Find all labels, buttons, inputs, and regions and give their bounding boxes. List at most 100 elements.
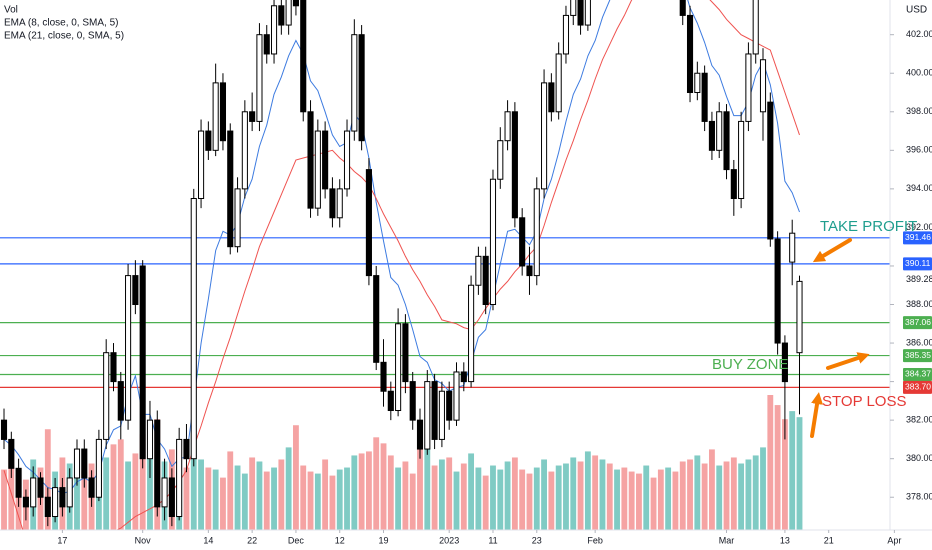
y-tick-label: 382.00 bbox=[906, 415, 932, 425]
y-tick-label: 396.00 bbox=[906, 145, 932, 155]
volume-bar bbox=[621, 467, 628, 530]
y-tick-label: 398.00 bbox=[906, 106, 932, 116]
volume-bar bbox=[745, 459, 752, 530]
candle-body bbox=[387, 390, 394, 412]
candle-body bbox=[234, 188, 241, 248]
x-tick-label: 23 bbox=[532, 535, 542, 545]
legend-entry: EMA (21, close, 0, SMA, 5) bbox=[4, 31, 124, 42]
level-label: 390.11 bbox=[905, 258, 931, 268]
candle-body bbox=[263, 34, 270, 55]
y-tick-label: 386.00 bbox=[906, 337, 932, 347]
volume-bar bbox=[373, 437, 380, 530]
volume-bar bbox=[314, 473, 321, 530]
volume-bar bbox=[584, 451, 591, 530]
candle-body bbox=[373, 275, 380, 363]
volume-bar bbox=[293, 425, 299, 530]
volume-bar bbox=[336, 469, 343, 530]
legend-entry: Vol bbox=[4, 5, 18, 16]
candle-body bbox=[132, 275, 139, 306]
candle-body bbox=[154, 419, 161, 508]
candle-body bbox=[570, 0, 577, 16]
arrow bbox=[826, 352, 870, 370]
candle-body bbox=[716, 111, 723, 151]
level-tag bbox=[903, 367, 932, 381]
volume-bar bbox=[650, 477, 657, 530]
volume-bar bbox=[468, 453, 475, 530]
volume-bar bbox=[395, 467, 402, 530]
candle-body bbox=[752, 0, 759, 55]
volume-bar bbox=[730, 457, 737, 530]
volume-bar bbox=[358, 453, 365, 530]
volume-bar bbox=[1, 469, 7, 530]
volume-bar bbox=[709, 449, 715, 530]
candle-body bbox=[292, 0, 299, 7]
volume-bar bbox=[351, 455, 358, 530]
candle-body bbox=[168, 477, 175, 518]
volume-bar bbox=[234, 465, 241, 530]
volume-bar bbox=[672, 471, 679, 530]
volume-bar bbox=[694, 455, 701, 530]
candle-body bbox=[125, 275, 132, 421]
y-tick-label: 378.00 bbox=[906, 492, 932, 502]
volume-bar bbox=[431, 465, 438, 530]
candle-body bbox=[453, 371, 460, 421]
candle-body bbox=[489, 178, 497, 306]
volume-bar bbox=[475, 467, 482, 530]
candle-body bbox=[431, 381, 438, 440]
x-tick-label: Apr bbox=[887, 535, 901, 545]
volume-bar bbox=[125, 461, 132, 530]
candle-body bbox=[183, 438, 190, 460]
candle-body bbox=[424, 381, 431, 450]
last-price-tag bbox=[903, 272, 932, 287]
axes: 378.00380.00382.00384.00386.00388.00390.… bbox=[57, 29, 932, 545]
ema-lines bbox=[3, 0, 800, 530]
candle-body bbox=[460, 371, 467, 383]
volume-bar bbox=[636, 473, 642, 530]
candle-body bbox=[22, 496, 29, 508]
x-tick-label: Feb bbox=[587, 535, 603, 545]
volume-bar bbox=[212, 469, 219, 530]
level-tag bbox=[903, 231, 932, 245]
y-tick-label: 394.00 bbox=[906, 183, 932, 193]
candle-body bbox=[380, 361, 387, 392]
last-price-label: 389.28 bbox=[906, 274, 932, 284]
candle-body bbox=[300, 0, 307, 113]
volume-bar bbox=[103, 457, 110, 530]
level-tag bbox=[903, 257, 932, 271]
candle-body bbox=[336, 188, 343, 219]
x-tick-label: 2023 bbox=[439, 535, 459, 545]
candle-body bbox=[723, 111, 730, 171]
volume-bar bbox=[687, 459, 693, 530]
candle-body bbox=[789, 232, 796, 263]
volume-bar bbox=[665, 467, 672, 530]
candle-body bbox=[416, 419, 424, 450]
candle-body bbox=[526, 265, 533, 277]
volume-bar bbox=[446, 457, 453, 530]
volume-bar bbox=[344, 467, 350, 530]
candles bbox=[0, 0, 803, 527]
level-tag bbox=[903, 316, 932, 330]
level-tag bbox=[903, 349, 932, 363]
candle-body bbox=[708, 120, 715, 151]
y-tick-label: 402.00 bbox=[906, 29, 932, 39]
candle-body bbox=[796, 280, 803, 354]
candle-body bbox=[767, 101, 774, 240]
volume-bar bbox=[657, 469, 664, 530]
candle-body bbox=[438, 390, 445, 440]
volume-bar bbox=[599, 459, 606, 530]
candle-body bbox=[227, 130, 234, 248]
candle-body bbox=[329, 188, 336, 219]
candle-body bbox=[730, 169, 737, 200]
candle-body bbox=[249, 111, 256, 122]
volume-bar bbox=[541, 459, 547, 530]
candle-body bbox=[285, 0, 292, 26]
candle-body bbox=[314, 130, 321, 209]
candle-body bbox=[686, 14, 694, 94]
level-tag bbox=[903, 380, 932, 394]
candle-body bbox=[541, 82, 548, 190]
annotation: STOP LOSS bbox=[822, 393, 907, 410]
x-tick-label: 11 bbox=[488, 535, 497, 545]
volume-bar bbox=[227, 451, 234, 530]
volume-bar bbox=[504, 461, 511, 530]
volume-bar bbox=[241, 473, 248, 530]
